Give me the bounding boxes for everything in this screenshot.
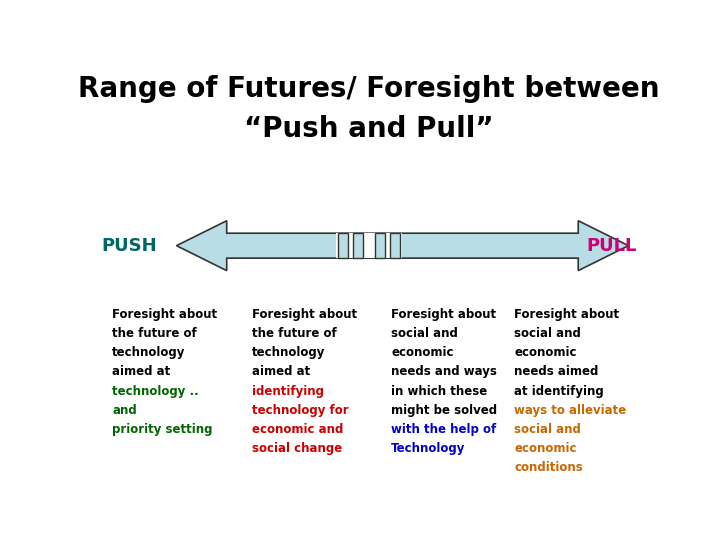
Text: ways to alleviate: ways to alleviate xyxy=(514,404,626,417)
Text: “Push and Pull”: “Push and Pull” xyxy=(244,114,494,143)
Text: social change: social change xyxy=(252,442,342,455)
Text: economic: economic xyxy=(514,346,577,359)
Text: economic: economic xyxy=(514,442,577,455)
Text: priority setting: priority setting xyxy=(112,423,213,436)
Text: Range of Futures/ Foresight between: Range of Futures/ Foresight between xyxy=(78,75,660,103)
Text: conditions: conditions xyxy=(514,461,582,474)
Text: Foresight about: Foresight about xyxy=(112,308,217,321)
Text: Foresight about: Foresight about xyxy=(252,308,357,321)
Text: social and: social and xyxy=(392,327,458,340)
Text: economic and: economic and xyxy=(252,423,343,436)
Text: might be solved: might be solved xyxy=(392,404,498,417)
Text: in which these: in which these xyxy=(392,384,487,397)
Text: at identifying: at identifying xyxy=(514,384,604,397)
Polygon shape xyxy=(176,221,629,271)
Bar xyxy=(338,233,348,258)
Text: technology for: technology for xyxy=(252,404,348,417)
Text: Foresight about: Foresight about xyxy=(392,308,497,321)
Text: Foresight about: Foresight about xyxy=(514,308,619,321)
Text: PULL: PULL xyxy=(587,237,637,255)
Text: technology: technology xyxy=(252,346,325,359)
Text: economic: economic xyxy=(392,346,454,359)
Bar xyxy=(336,233,402,258)
Text: aimed at: aimed at xyxy=(112,366,171,379)
Text: social and: social and xyxy=(514,423,581,436)
Text: with the help of: with the help of xyxy=(392,423,497,436)
Text: needs and ways: needs and ways xyxy=(392,366,498,379)
Text: the future of: the future of xyxy=(112,327,197,340)
Bar xyxy=(390,233,400,258)
Text: the future of: the future of xyxy=(252,327,336,340)
Text: technology: technology xyxy=(112,346,186,359)
Text: Technology: Technology xyxy=(392,442,466,455)
Text: technology ..: technology .. xyxy=(112,384,199,397)
Text: aimed at: aimed at xyxy=(252,366,310,379)
Text: and: and xyxy=(112,404,137,417)
Text: identifying: identifying xyxy=(252,384,324,397)
Text: needs aimed: needs aimed xyxy=(514,366,598,379)
Bar xyxy=(353,233,363,258)
Bar xyxy=(375,233,385,258)
Text: social and: social and xyxy=(514,327,581,340)
Text: PUSH: PUSH xyxy=(101,237,157,255)
